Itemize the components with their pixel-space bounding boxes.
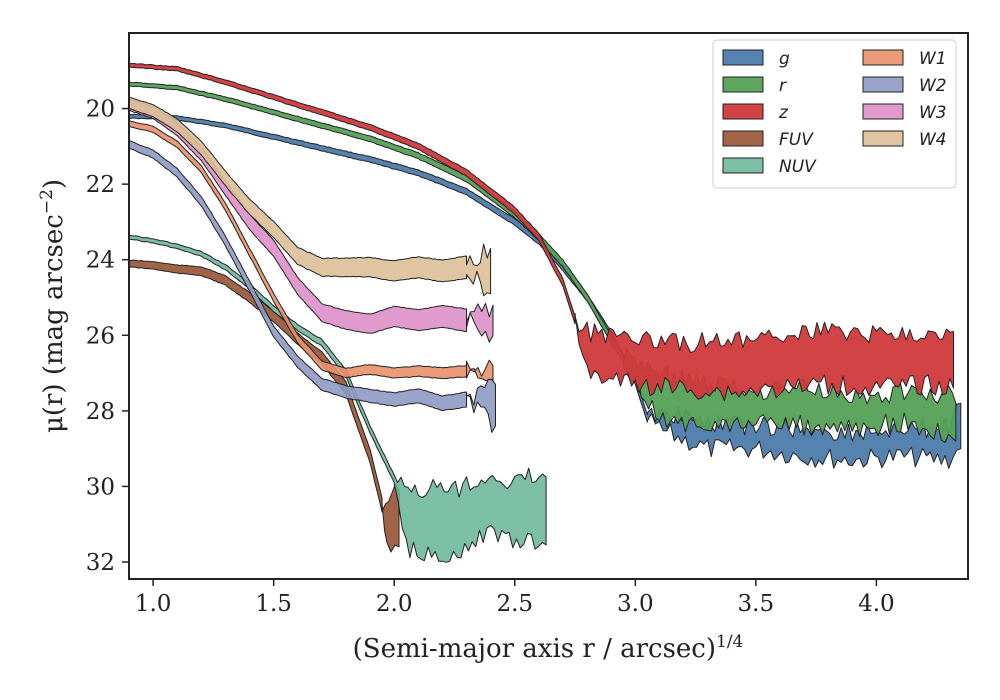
legend-label-nuv: NUV [779,157,817,177]
legend-label-w2: W2 [919,76,947,96]
legend-label-w1: W1 [919,49,947,69]
legend-swatch-r [722,76,764,93]
x-tick-label: 1.0 [135,591,172,617]
y-tick-label: 26 [86,323,115,349]
x-axis: 1.0 1.5 2.0 2.5 3.0 3.5 4.0 [135,579,895,617]
axes-frame [128,32,969,580]
x-axis-label: (Semi-major axis r / arcsec)1/4 [353,632,744,664]
x-tick-label: 4.0 [858,591,895,617]
series-band-w4 [129,96,492,297]
x-tick-label: 2.5 [496,591,533,617]
legend-swatch-w1 [862,49,904,66]
legend-swatch-w4 [862,130,904,147]
legend-label-w4: W4 [919,130,947,150]
y-axis-label: μ(r) (mag arcsec−2) [37,179,69,433]
legend-label-w3: W3 [919,103,947,123]
legend-label-z: z [778,103,789,123]
x-tick-label: 3.0 [617,591,654,617]
series-band-z [129,62,954,402]
legend-swatch-w2 [862,76,904,93]
x-tick-label: 3.5 [738,591,775,617]
y-tick-label: 24 [86,248,115,274]
legend-swatch-g [722,49,764,66]
legend-label-g: g [779,49,790,69]
x-tick-label: 1.5 [255,591,292,617]
series-band-fuv [129,259,400,553]
y-tick-label: 22 [86,172,115,198]
legend-swatch-w3 [862,103,904,120]
y-tick-label: 30 [86,474,115,500]
legend-swatch-fuv [722,130,764,147]
legend-label-r: r [779,76,787,96]
series-band-r [129,81,957,443]
y-tick-label: 32 [86,550,115,576]
legend-swatch-nuv [722,157,764,174]
series-band-w2 [129,140,496,433]
x-tick-label: 2.0 [376,591,413,617]
plot-area [129,62,962,563]
y-tick-label: 28 [86,399,115,425]
y-axis: 20 22 24 26 28 30 32 [86,97,129,576]
y-tick-label: 20 [86,97,115,123]
legend: grz FUV NUV W1 W2 W3 W4 [712,39,957,189]
legend-label-fuv: FUV [779,130,814,150]
legend-swatch-z [722,103,764,120]
